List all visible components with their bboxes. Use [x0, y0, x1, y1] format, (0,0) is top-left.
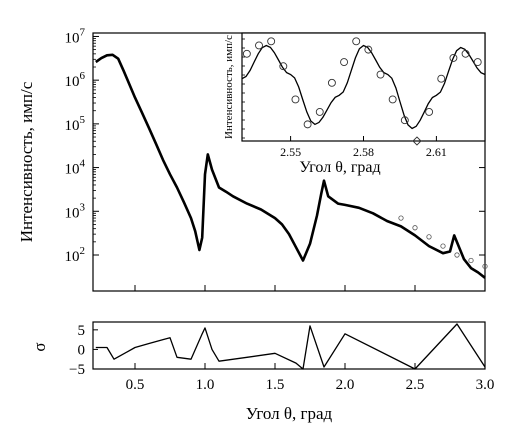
inset-data-point	[425, 107, 434, 116]
residual-x-ticks: 0.5 1.0 1.5 2.0 2.5 3.0	[126, 285, 495, 393]
main-y-tick-label: 105	[65, 114, 86, 134]
residual-x-tick-label: 2.0	[336, 377, 355, 393]
main-y-tick-label: 102	[65, 245, 86, 265]
inset-plot: 2.55 2.58 2.61 Интенсивность, имп/с Угол θ…	[223, 32, 486, 176]
main-plot: 102 103 104 105 106 107 Интенсивность, имп/с	[17, 26, 488, 292]
main-data-point	[454, 252, 460, 258]
main-data-point	[412, 225, 418, 231]
inset-data-point	[255, 41, 263, 50]
main-y-tick-label: 103	[65, 201, 86, 221]
inset-data-point	[267, 37, 276, 46]
inset-data-point	[303, 120, 312, 129]
inset-y-ticks	[242, 38, 245, 139]
inset-x-axis-title: Угол θ, град	[299, 159, 380, 176]
residual-x-tick-label: 3.0	[476, 377, 495, 393]
inset-data-point	[279, 62, 288, 71]
residual-x-tick-label: 0.5	[126, 377, 145, 393]
inset-data-point	[315, 107, 324, 116]
inset-data-point	[327, 78, 336, 87]
main-series-group	[95, 53, 488, 279]
main-data-point	[426, 234, 432, 240]
residual-y-ticks: 5 0 −5	[69, 323, 98, 378]
main-y-tick-label: 107	[65, 26, 86, 46]
residual-x-tick-label: 1.0	[196, 377, 215, 393]
residual-curve	[95, 323, 486, 370]
main-y-ticks: 102 103 104 105 106 107	[65, 26, 485, 265]
residual-plot-frame	[92, 321, 486, 370]
inset-data-point	[449, 53, 458, 62]
inset-data-point	[388, 95, 397, 104]
main-data-point	[398, 215, 404, 221]
inset-data-point	[473, 58, 482, 67]
residual-y-tick-label: 0	[78, 342, 86, 358]
inset-data-point	[291, 95, 300, 104]
residual-plot: 5 0 −5 0.5 1.0 1.5 2.0 2.5 3.0 σ Угол θ, град	[30, 285, 494, 423]
residual-x-tick-label: 1.5	[266, 377, 285, 393]
inset-data-point	[376, 70, 385, 79]
inset-x-ticks: 2.55 2.58 2.61	[280, 136, 447, 159]
inset-data-point	[400, 116, 409, 125]
main-data-point	[482, 263, 488, 269]
main-fit-curve	[95, 53, 486, 279]
inset-x-tick-label: 2.61	[426, 145, 447, 159]
inset-plot-frame	[241, 32, 486, 142]
inset-data-point	[352, 37, 361, 46]
inset-data-point	[242, 49, 251, 58]
residual-x-axis-title: Угол θ, град	[246, 404, 333, 423]
inset-data-point	[364, 45, 373, 54]
main-y-axis-title: Интенсивность, имп/с	[17, 81, 36, 242]
inset-data-point	[461, 49, 470, 58]
main-y-tick-label: 104	[65, 158, 86, 178]
residual-series-group	[95, 323, 486, 370]
inset-x-tick-label: 2.55	[280, 145, 301, 159]
residual-y-tick-label: −5	[69, 362, 85, 378]
residual-y-axis-title: σ	[30, 342, 49, 351]
inset-data-point	[437, 74, 446, 83]
residual-x-tick-label: 2.5	[406, 377, 425, 393]
inset-series-group	[241, 37, 486, 146]
main-data-point	[468, 257, 474, 264]
main-y-tick-label: 106	[65, 70, 86, 90]
inset-x-tick-label: 2.58	[353, 145, 374, 159]
inset-data-point	[340, 58, 349, 67]
inset-data-point	[412, 136, 422, 146]
inset-fit-curve	[241, 44, 486, 130]
inset-y-axis-title: Интенсивность, имп/с	[223, 35, 235, 139]
residual-y-tick-label: 5	[78, 323, 86, 339]
main-data-point	[440, 243, 446, 249]
